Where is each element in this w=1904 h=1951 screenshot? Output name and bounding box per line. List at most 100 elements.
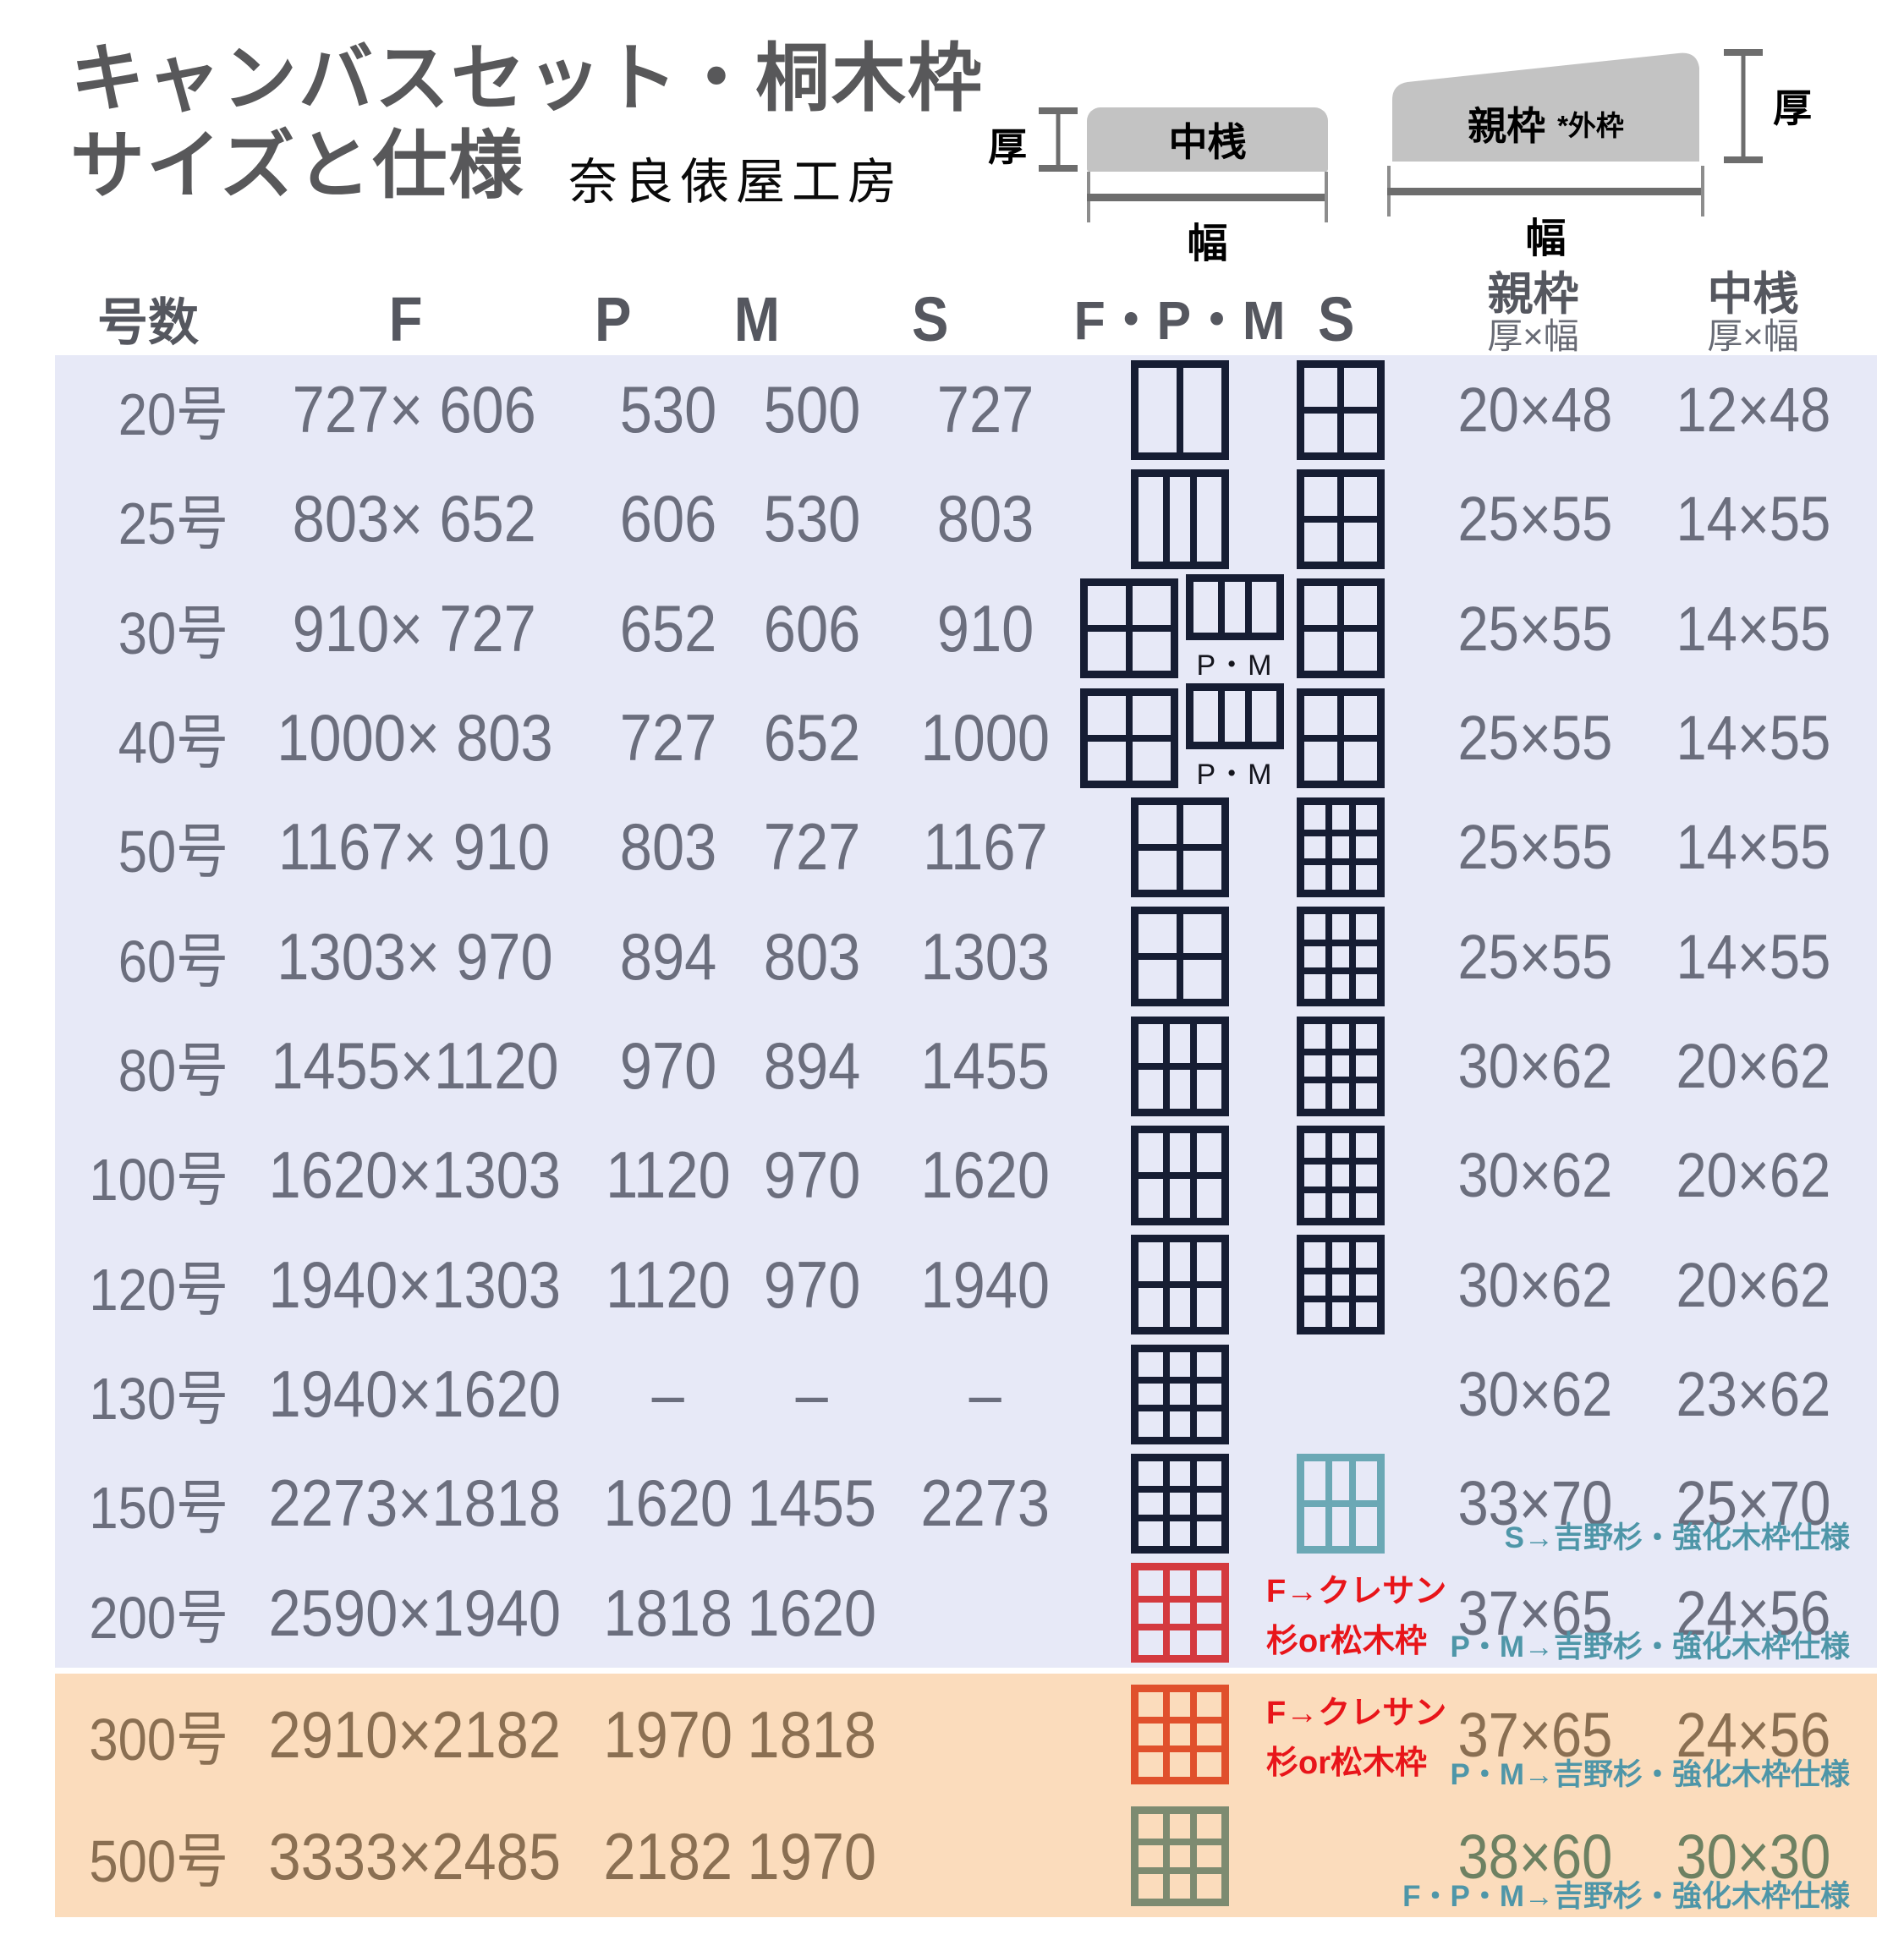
m-dimension-value: 652	[763, 700, 861, 775]
f-dimensions-value: 1000× 803	[276, 700, 553, 775]
row-f-dimensions: 1000× 803	[220, 683, 609, 792]
dimension-bar	[1087, 194, 1328, 201]
frame-grid-graphic	[1131, 797, 1229, 897]
row-size-number: 200号	[55, 1559, 228, 1668]
row-f-dimensions: 2590×1940	[220, 1559, 609, 1668]
s-frame-diagram	[1297, 1011, 1385, 1121]
frame-grid-graphic	[1131, 1344, 1229, 1444]
s-dimension-value: 1167	[923, 809, 1048, 885]
fpm-frame-diagram	[1131, 1121, 1229, 1230]
column-header-p-label: P	[595, 284, 632, 354]
size-number-value: 150号	[89, 1475, 228, 1542]
column-header-fpm-diagram: F・P・M	[1062, 271, 1298, 355]
row-oyawaku-dimensions: 30×62	[1434, 1121, 1637, 1230]
row-f-dimensions: 2273×1818	[220, 1449, 609, 1558]
row-s-dimension: 1455	[909, 1011, 1062, 1121]
table-row: 500号 3333×2485 2182 1970 38×60 30×30 F・P…	[55, 1795, 1877, 1917]
s-frame-diagram	[1297, 1230, 1385, 1340]
m-dimension-value: 894	[763, 1028, 861, 1104]
pm-diagram-label: P・M	[1196, 759, 1274, 792]
f-dimensions-value: 1303× 970	[276, 918, 553, 994]
nakazan-thickness-dimension-line	[1039, 107, 1078, 172]
column-header-s2-label: S	[1318, 284, 1355, 354]
fpm-frame-diagram	[1080, 574, 1178, 683]
row-m-dimension: 970	[740, 1121, 884, 1230]
frame-grid-graphic	[1131, 1235, 1229, 1335]
oyawaku-dimensions-value: 37×65	[1457, 1699, 1613, 1770]
f-material-note-line2: 杉or松木枠	[1266, 1745, 1428, 1781]
pm-frame-diagram: P・M	[1186, 573, 1284, 683]
row-s-dimension: 1303	[909, 902, 1062, 1011]
table-row: 50号 1167× 910 803 727 1167 25×55 14×55	[55, 792, 1877, 902]
column-header-oyawaku-label: 親枠	[1487, 268, 1579, 320]
frame-grid-graphic	[1131, 907, 1229, 1007]
nakazan-dimensions-value: 24×56	[1676, 1699, 1830, 1770]
row-nakazan-dimensions: 20×62	[1649, 1230, 1857, 1340]
column-header-s: S	[854, 271, 1007, 355]
nakazan-width-dimension-line	[1087, 172, 1328, 226]
frame-grid-graphic	[1080, 578, 1178, 679]
frame-grid-graphic	[1297, 578, 1385, 679]
row-s-dimension: 727	[909, 355, 1062, 464]
s-frame-diagram	[1297, 902, 1385, 1011]
row-nakazan-dimensions: 20×62	[1649, 1121, 1857, 1230]
material-spec-note: P・M→吉野杉・強化木枠仕様	[1450, 1630, 1850, 1663]
m-dimension-value: 1818	[747, 1696, 877, 1772]
row-nakazan-dimensions: 14×55	[1649, 574, 1857, 683]
f-dimensions-value: 2590×1940	[268, 1575, 561, 1650]
frame-grid-graphic	[1297, 469, 1385, 569]
nakazan-dimensions-value: 20×62	[1676, 1249, 1830, 1320]
frame-grid-graphic	[1297, 359, 1385, 460]
row-oyawaku-dimensions: 20×48	[1434, 355, 1637, 464]
oyawaku-dimensions-value: 33×70	[1457, 1468, 1613, 1539]
p-dimension-value: 1818	[603, 1575, 733, 1650]
m-dimension-value: 970	[763, 1247, 861, 1322]
row-p-dimension: 1970	[596, 1674, 740, 1795]
row-s-dimension: 1167	[909, 792, 1062, 902]
s-dimension-value: 1303	[920, 918, 1051, 994]
m-dimension-value: 500	[763, 372, 861, 447]
page-title-line1: キャンバスセット・桐木枠	[70, 36, 985, 120]
column-header-s-diagram: S	[1277, 271, 1396, 355]
nakazan-dimensions-value: 14×55	[1676, 703, 1830, 774]
s-frame-diagram	[1297, 683, 1385, 792]
row-s-dimension	[909, 1795, 1062, 1917]
row-size-number: 80号	[55, 1011, 228, 1121]
s-frame-diagram	[1297, 464, 1385, 573]
size-number-value: 25号	[118, 490, 228, 557]
f-dimensions-value: 3333×2485	[268, 1818, 561, 1893]
nakazan-dimensions-value: 20×62	[1676, 1140, 1830, 1211]
p-dimension-value: 530	[619, 372, 717, 447]
material-spec-note: P・M→吉野杉・強化木枠仕様	[1450, 1758, 1850, 1791]
nakazan-thickness-label: 厚	[988, 125, 1027, 169]
nakazan-dimensions-value: 30×30	[1676, 1821, 1830, 1892]
p-dimension-value: 1120	[606, 1137, 731, 1213]
table-row: 130号 1940×1620 – – – 30×62 23×62	[55, 1340, 1877, 1449]
table-row: 100号 1620×1303 1120 970 1620 30×62 20×62	[55, 1121, 1877, 1230]
table-row: 40号 1000× 803 727 652 1000 P・M 25×55 14×…	[55, 682, 1877, 792]
size-number-value: 60号	[118, 928, 228, 995]
oyawaku-dimensions-value: 37×65	[1457, 1577, 1613, 1648]
frame-grid-graphic	[1080, 688, 1178, 788]
row-nakazan-dimensions: 14×55	[1649, 464, 1857, 573]
fpm-frame-diagram	[1131, 355, 1229, 464]
f-material-note-line2: 杉or松木枠	[1266, 1624, 1428, 1660]
nakazan-dimensions-value: 14×55	[1676, 593, 1830, 664]
row-p-dimension: 530	[596, 355, 740, 464]
m-dimension-value: 530	[763, 481, 861, 556]
s-frame-diagram	[1297, 792, 1385, 902]
row-p-dimension: 1818	[596, 1559, 740, 1668]
row-m-dimension: 1620	[740, 1559, 884, 1668]
dimension-tick	[1701, 166, 1704, 216]
s-frame-diagram	[1297, 574, 1385, 683]
nakazan-cross-section: 中桟	[1087, 107, 1328, 172]
dimension-line	[1056, 107, 1061, 172]
m-dimension-value: –	[795, 1356, 829, 1432]
fpm-frame-diagram	[1131, 464, 1229, 573]
size-number-value: 80号	[118, 1038, 228, 1104]
oyawaku-dimensions-value: 30×62	[1457, 1249, 1613, 1320]
s-dimension-value: 1000	[920, 700, 1051, 775]
f-material-note: F→クレサン 杉or松木枠	[1266, 1674, 1495, 1795]
row-oyawaku-dimensions: 37×65	[1434, 1674, 1637, 1795]
